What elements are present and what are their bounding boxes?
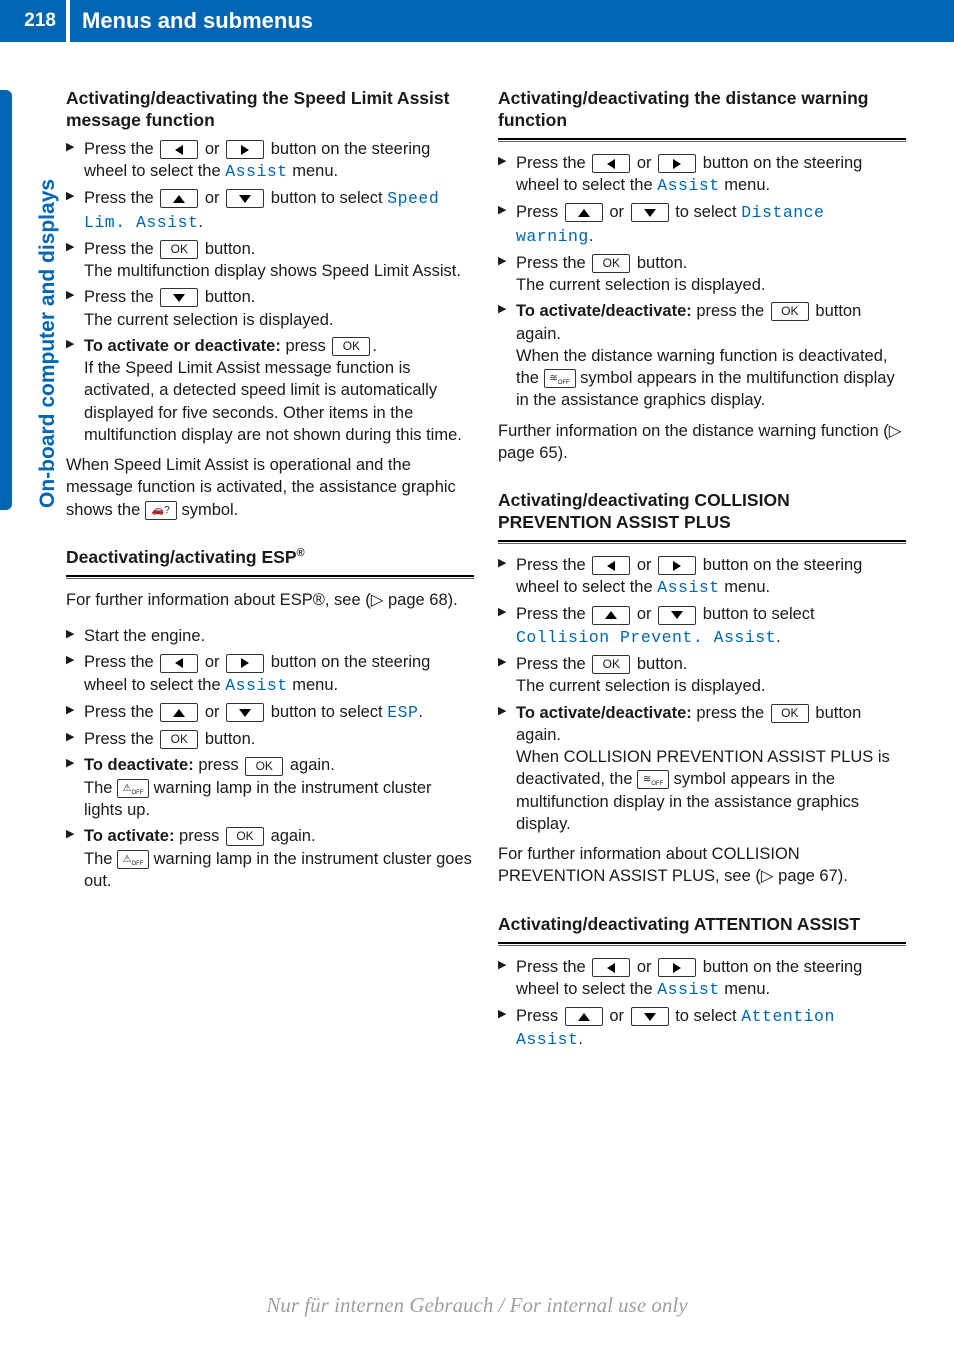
esp-off-icon: ⚠OFF [117, 850, 149, 869]
step: Press the OK button. The current selecti… [498, 653, 906, 698]
right-arrow-button [658, 958, 696, 977]
ok-button: OK [332, 337, 370, 356]
distance-off-icon: ≋OFF [637, 770, 669, 789]
step: Press or to select Attention Assist. [498, 1005, 906, 1052]
section-title: Deactivating/activating ESP® [66, 547, 474, 569]
down-arrow-button [658, 606, 696, 625]
left-arrow-button [592, 154, 630, 173]
step: Start the engine. [66, 625, 474, 647]
down-arrow-button [160, 288, 198, 307]
step: Press the or button on the steering whee… [498, 956, 906, 1002]
car-speed-icon: 🚗? [145, 501, 177, 520]
ok-button: OK [592, 254, 630, 273]
right-arrow-button [658, 154, 696, 173]
step: Press the or button to select Speed Lim.… [66, 187, 474, 234]
step: Press the or button on the steering whee… [498, 554, 906, 600]
step: To activate/deactivate: press the OK but… [498, 702, 906, 836]
up-arrow-button [592, 606, 630, 625]
down-arrow-button [631, 1007, 669, 1026]
paragraph: For further information about COLLISION … [498, 843, 906, 888]
ok-button: OK [771, 704, 809, 723]
down-arrow-button [226, 703, 264, 722]
step: Press the or button to select ESP. [66, 701, 474, 724]
step: To activate/deactivate: press the OK but… [498, 300, 906, 411]
paragraph: Further information on the distance warn… [498, 420, 906, 465]
section-title: Activating/deactivating COLLISION PREVEN… [498, 490, 906, 534]
right-arrow-button [226, 654, 264, 673]
up-arrow-button [160, 703, 198, 722]
step: To activate: press OK again. The ⚠OFF wa… [66, 825, 474, 892]
page-number: 218 [0, 0, 66, 42]
section-title: Activating/deactivating the distance war… [498, 88, 906, 132]
step: Press the or button on the steering whee… [498, 152, 906, 198]
side-tab-label: On-board computer and displays [36, 179, 60, 508]
step: Press the OK button. The multifunction d… [66, 238, 474, 283]
paragraph: For further information about ESP®, see … [66, 589, 474, 611]
ok-button: OK [771, 302, 809, 321]
step: Press the or button on the steering whee… [66, 651, 474, 697]
section-title: Activating/deactivating the Speed Limit … [66, 88, 474, 132]
distance-off-icon: ≋OFF [544, 369, 576, 388]
section-title: Activating/deactivating ATTENTION ASSIST [498, 914, 906, 936]
header-bar: 218 Menus and submenus [0, 0, 954, 42]
left-arrow-button [160, 654, 198, 673]
step: Press the button. The current selection … [66, 286, 474, 331]
up-arrow-button [160, 189, 198, 208]
esp-off-icon: ⚠OFF [117, 779, 149, 798]
step: To activate or deactivate: press OK. If … [66, 335, 474, 446]
up-arrow-button [565, 1007, 603, 1026]
step: Press the or button to select Collision … [498, 603, 906, 649]
ok-button: OK [592, 655, 630, 674]
right-column: Activating/deactivating the distance war… [498, 88, 906, 1056]
paragraph: When Speed Limit Assist is operational a… [66, 454, 474, 521]
step: Press the or button on the steering whee… [66, 138, 474, 184]
down-arrow-button [226, 189, 264, 208]
left-arrow-button [592, 556, 630, 575]
side-tab: On-board computer and displays [0, 90, 40, 510]
watermark: Nur für internen Gebrauch / For internal… [0, 1293, 954, 1318]
down-arrow-button [631, 203, 669, 222]
step: Press the OK button. [66, 728, 474, 750]
ok-button: OK [226, 827, 264, 846]
left-column: Activating/deactivating the Speed Limit … [66, 88, 474, 1056]
step: To deactivate: press OK again. The ⚠OFF … [66, 754, 474, 821]
ok-button: OK [160, 730, 198, 749]
right-arrow-button [226, 140, 264, 159]
right-arrow-button [658, 556, 696, 575]
ok-button: OK [160, 240, 198, 259]
up-arrow-button [565, 203, 603, 222]
step: Press the OK button. The current selecti… [498, 252, 906, 297]
left-arrow-button [160, 140, 198, 159]
left-arrow-button [592, 958, 630, 977]
page-title: Menus and submenus [70, 0, 954, 42]
step: Press or to select Distance warning. [498, 201, 906, 248]
ok-button: OK [245, 757, 283, 776]
